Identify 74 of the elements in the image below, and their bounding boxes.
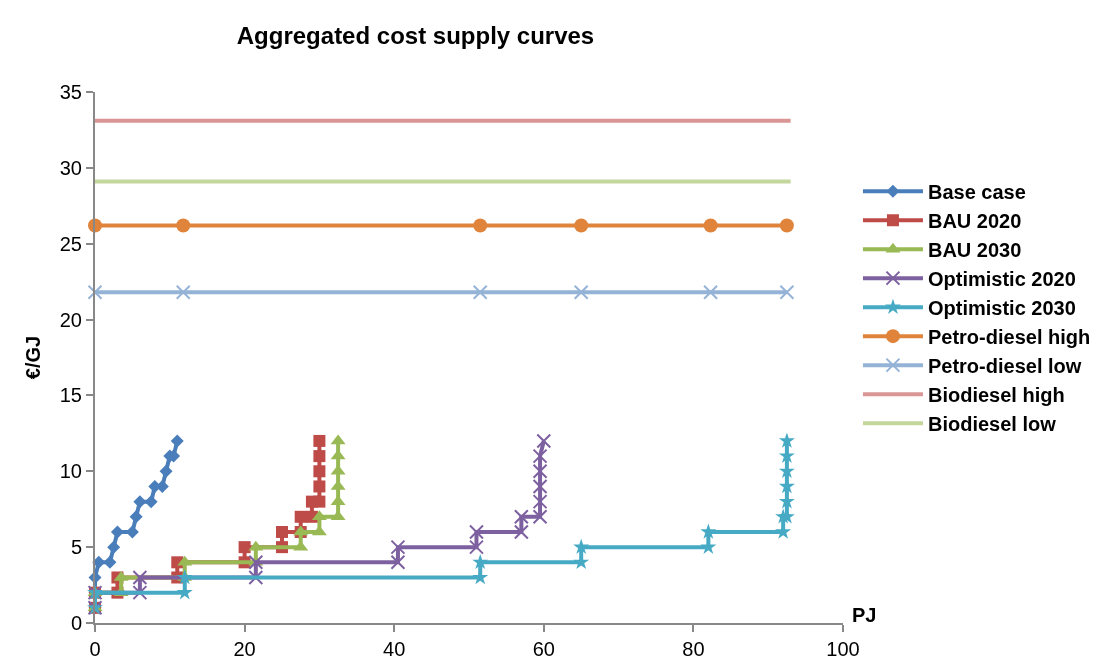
legend-label: Petro-diesel low: [927, 354, 1082, 377]
point: [248, 554, 264, 570]
x-tick-label: 40: [383, 638, 406, 660]
point: [390, 539, 406, 555]
point: [513, 509, 529, 525]
y-tick-label: 5: [70, 536, 82, 559]
point: [103, 555, 117, 569]
legend-label: Base case: [927, 180, 1026, 203]
y-tick-label: 20: [59, 308, 82, 331]
legend-label: BAU 2030: [927, 238, 1022, 261]
point: [176, 218, 191, 233]
y-tick-label: 35: [59, 81, 82, 103]
point: [159, 464, 173, 478]
point: [700, 523, 717, 539]
point: [132, 569, 148, 585]
point: [132, 585, 148, 601]
point: [513, 524, 529, 540]
point: [313, 450, 326, 463]
point: [390, 554, 406, 570]
legend-label: Petro-diesel high: [927, 325, 1091, 348]
x-axis-title: PJ: [852, 604, 877, 626]
y-tick-label: 30: [59, 156, 82, 179]
x-tick-label: 60: [532, 638, 555, 660]
point: [703, 218, 718, 233]
point: [472, 284, 488, 300]
point: [107, 540, 121, 554]
point: [170, 434, 184, 448]
point: [144, 495, 158, 509]
point: [778, 432, 795, 448]
legend-label: Optimistic 2030: [927, 296, 1076, 319]
point: [779, 218, 794, 233]
point: [129, 510, 143, 524]
y-tick-label: 15: [59, 384, 82, 407]
point: [313, 480, 326, 493]
point: [779, 284, 795, 300]
point: [133, 495, 147, 509]
point: [175, 284, 191, 300]
point: [532, 478, 548, 494]
chart-title: Aggregated cost supply curves: [236, 21, 595, 49]
x-tick-label: 0: [89, 638, 101, 660]
point: [532, 463, 548, 479]
x-tick-label: 20: [233, 638, 256, 660]
point: [472, 553, 489, 570]
point: [703, 284, 719, 300]
legend-label: Optimistic 2020: [927, 267, 1076, 290]
y-axis-title: €/GJ: [21, 335, 44, 380]
point: [313, 434, 326, 447]
point: [313, 465, 326, 478]
point: [313, 495, 326, 508]
point: [110, 525, 124, 539]
x-tick-label: 100: [826, 638, 860, 660]
point: [532, 448, 548, 464]
point: [294, 510, 307, 523]
y-tick-label: 10: [59, 460, 82, 483]
x-tick-label: 80: [682, 638, 705, 660]
point: [176, 569, 193, 585]
legend-label: Biodiesel low: [927, 412, 1057, 435]
point: [468, 524, 484, 540]
legend-label: BAU 2020: [927, 209, 1022, 232]
legend-label: Biodiesel high: [927, 383, 1065, 406]
y-tick-label: 0: [70, 612, 82, 634]
point: [238, 541, 251, 554]
point: [573, 284, 589, 300]
point: [532, 494, 548, 510]
point: [468, 539, 484, 555]
point: [574, 218, 589, 233]
point: [473, 218, 488, 233]
y-tick-label: 25: [59, 232, 82, 255]
point: [276, 525, 288, 538]
point: [87, 284, 103, 300]
point: [573, 538, 590, 554]
point: [536, 433, 552, 449]
point: [532, 509, 548, 525]
point: [248, 569, 264, 585]
